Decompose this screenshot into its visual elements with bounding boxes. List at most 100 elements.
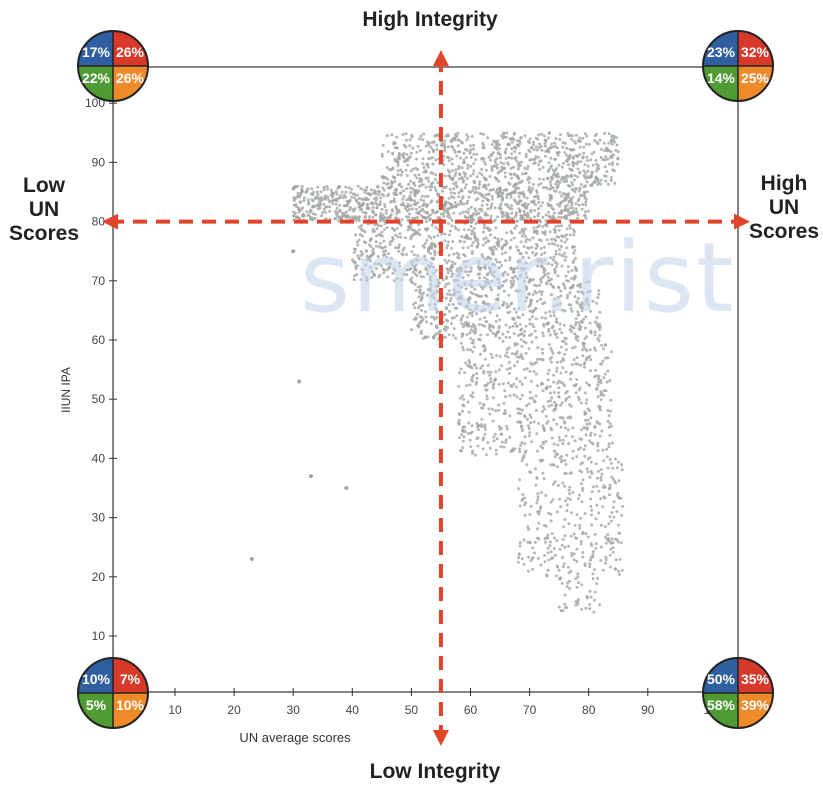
data-point <box>516 139 520 143</box>
data-point <box>458 413 462 416</box>
data-point <box>356 254 360 258</box>
data-point <box>323 197 327 201</box>
data-point <box>502 162 506 166</box>
data-point <box>520 441 524 445</box>
data-point <box>506 330 510 334</box>
data-point <box>580 309 584 312</box>
badge-value: 25% <box>741 70 770 86</box>
data-point <box>594 542 598 546</box>
data-point <box>607 445 611 449</box>
data-point <box>539 280 543 284</box>
data-point <box>348 208 352 212</box>
data-point <box>504 135 508 139</box>
data-point <box>555 465 559 469</box>
data-point <box>572 259 576 263</box>
high-integrity-label: High Integrity <box>362 8 498 31</box>
data-point <box>588 603 592 606</box>
data-point <box>519 180 523 184</box>
data-point <box>422 132 426 136</box>
data-point <box>611 541 615 544</box>
data-point <box>429 200 433 204</box>
data-point <box>444 209 448 213</box>
data-point <box>564 214 568 218</box>
data-point <box>551 186 555 190</box>
data-point <box>598 603 602 607</box>
data-point <box>443 239 447 243</box>
data-point <box>527 246 531 250</box>
data-point <box>559 302 563 306</box>
data-point <box>398 264 402 268</box>
data-point <box>383 202 386 206</box>
data-point <box>589 460 593 464</box>
data-point <box>454 168 458 172</box>
data-point <box>580 500 584 504</box>
data-point <box>405 198 409 202</box>
data-point <box>548 544 552 547</box>
data-point <box>503 354 507 358</box>
data-point <box>560 460 563 464</box>
data-point <box>574 383 578 387</box>
badge-segment <box>738 66 773 101</box>
data-point <box>459 285 463 289</box>
data-point <box>325 184 329 188</box>
data-point <box>512 165 515 169</box>
data-point <box>505 231 509 235</box>
data-point <box>573 523 577 527</box>
data-point <box>411 207 414 211</box>
data-point <box>501 303 505 307</box>
data-point <box>512 267 516 271</box>
data-point <box>563 234 567 238</box>
data-point <box>404 207 407 211</box>
data-point <box>423 210 427 214</box>
data-point <box>558 497 562 501</box>
data-point <box>518 322 522 326</box>
data-point <box>561 161 565 165</box>
data-point <box>520 498 524 502</box>
data-point <box>419 332 423 336</box>
data-point <box>510 385 514 388</box>
data-point <box>408 212 411 216</box>
data-point <box>616 150 620 154</box>
data-point <box>569 372 572 376</box>
data-point <box>582 362 586 366</box>
data-point <box>424 266 428 270</box>
data-point <box>563 251 567 255</box>
data-point <box>589 434 592 437</box>
data-point <box>523 513 527 517</box>
data-point <box>524 152 528 156</box>
data-point <box>527 402 531 406</box>
data-point <box>489 233 492 237</box>
data-point <box>607 162 611 166</box>
data-point <box>549 399 552 403</box>
data-point <box>504 157 508 160</box>
data-point <box>593 348 597 352</box>
data-point <box>540 260 544 264</box>
data-point <box>514 310 518 314</box>
data-point <box>450 246 454 250</box>
data-point <box>392 279 396 283</box>
data-point <box>563 198 567 202</box>
data-point <box>576 600 580 604</box>
data-point <box>456 279 460 283</box>
data-point <box>421 138 425 142</box>
data-point <box>609 519 613 523</box>
data-point <box>486 198 490 202</box>
data-point <box>554 404 558 407</box>
data-point <box>483 183 487 187</box>
data-point <box>552 304 556 308</box>
data-point <box>469 144 472 148</box>
data-point <box>387 266 391 270</box>
data-point <box>485 394 489 398</box>
data-point <box>540 148 544 152</box>
data-point <box>481 230 485 234</box>
data-point <box>348 198 352 202</box>
data-point <box>435 148 439 151</box>
data-point <box>552 442 556 446</box>
data-point <box>505 196 509 199</box>
data-point <box>516 360 520 364</box>
data-point <box>620 513 624 517</box>
data-point <box>300 214 304 218</box>
data-point <box>528 413 532 417</box>
data-point <box>407 225 411 228</box>
data-point <box>520 229 524 233</box>
